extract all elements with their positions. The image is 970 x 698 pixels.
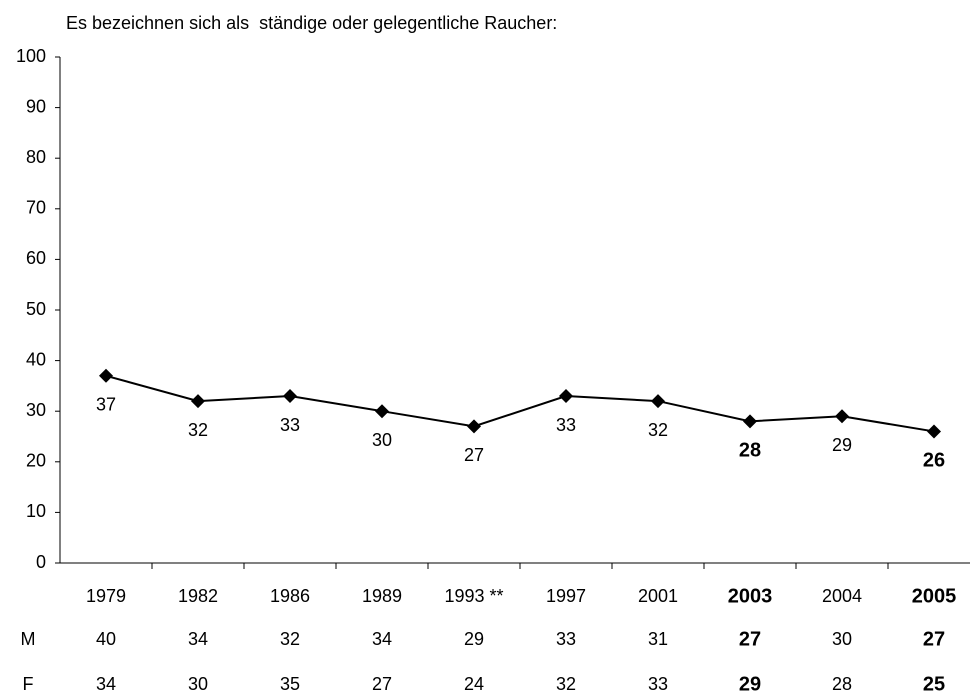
x-tick-label: 1989 [362, 586, 402, 606]
data-label: 27 [464, 445, 484, 465]
table-cell: 24 [464, 674, 484, 694]
y-tick-label: 100 [16, 46, 46, 66]
table-cell: 33 [556, 629, 576, 649]
marker [743, 414, 757, 429]
data-label: 29 [832, 435, 852, 455]
marker [99, 368, 113, 383]
y-tick-label: 80 [26, 147, 46, 167]
table-cell: 27 [372, 674, 392, 694]
marker [835, 409, 849, 424]
table-cell: 40 [96, 629, 116, 649]
table-cell: 32 [556, 674, 576, 694]
data-label: 26 [923, 450, 945, 472]
marker [467, 419, 481, 434]
table-cell: 31 [648, 629, 668, 649]
x-tick-label: 1993 ** [444, 586, 503, 606]
x-tick-label: 1979 [86, 586, 126, 606]
line [105, 374, 935, 433]
marker [651, 394, 665, 409]
table-cell: 27 [923, 628, 945, 650]
x-tick-label: 1997 [546, 586, 586, 606]
data-label: 33 [556, 415, 576, 435]
data-label: 30 [372, 430, 392, 450]
y-tick-label: 20 [26, 451, 46, 471]
y-tick-label: 90 [26, 96, 46, 116]
y-tick-label: 40 [26, 349, 46, 369]
x-tick-label: 1986 [270, 586, 310, 606]
table-cell: 32 [280, 629, 300, 649]
y-tick-label: 10 [26, 501, 46, 521]
marker [375, 404, 389, 419]
y-tick-label: 50 [26, 299, 46, 319]
x-tick-label: 2005 [912, 585, 957, 607]
table-cell: 33 [648, 674, 668, 694]
y-tick-label: 0 [36, 552, 46, 572]
data-label: 32 [188, 420, 208, 440]
table-cell: 25 [923, 673, 945, 695]
table-cell: 35 [280, 674, 300, 694]
table-cell: 29 [464, 629, 484, 649]
x-tick-label: 2001 [638, 586, 678, 606]
marker [559, 389, 573, 404]
table-cell: 34 [188, 629, 208, 649]
data-label: 28 [739, 440, 761, 462]
y-tick-label: 60 [26, 248, 46, 268]
table-cell: 34 [372, 629, 392, 649]
chart-title: Es bezeichnen sich als ständige oder gel… [66, 13, 557, 33]
table-cell: 28 [832, 674, 852, 694]
x-tick-label: 2003 [728, 585, 773, 607]
y-tick-label: 70 [26, 198, 46, 218]
data-label: 33 [280, 415, 300, 435]
data-label: 37 [96, 395, 116, 415]
table-cell: 29 [739, 673, 761, 695]
data-label: 32 [648, 420, 668, 440]
row-label: F [23, 674, 34, 694]
x-tick-label: 2004 [822, 586, 862, 606]
row-label: M [21, 629, 36, 649]
table-cell: 30 [832, 629, 852, 649]
y-tick-label: 30 [26, 400, 46, 420]
table-cell: 27 [739, 628, 761, 650]
table-cell: 34 [96, 674, 116, 694]
x-tick-label: 1982 [178, 586, 218, 606]
marker [283, 389, 297, 404]
table-cell: 30 [188, 674, 208, 694]
marker [927, 424, 941, 439]
marker [191, 394, 205, 409]
